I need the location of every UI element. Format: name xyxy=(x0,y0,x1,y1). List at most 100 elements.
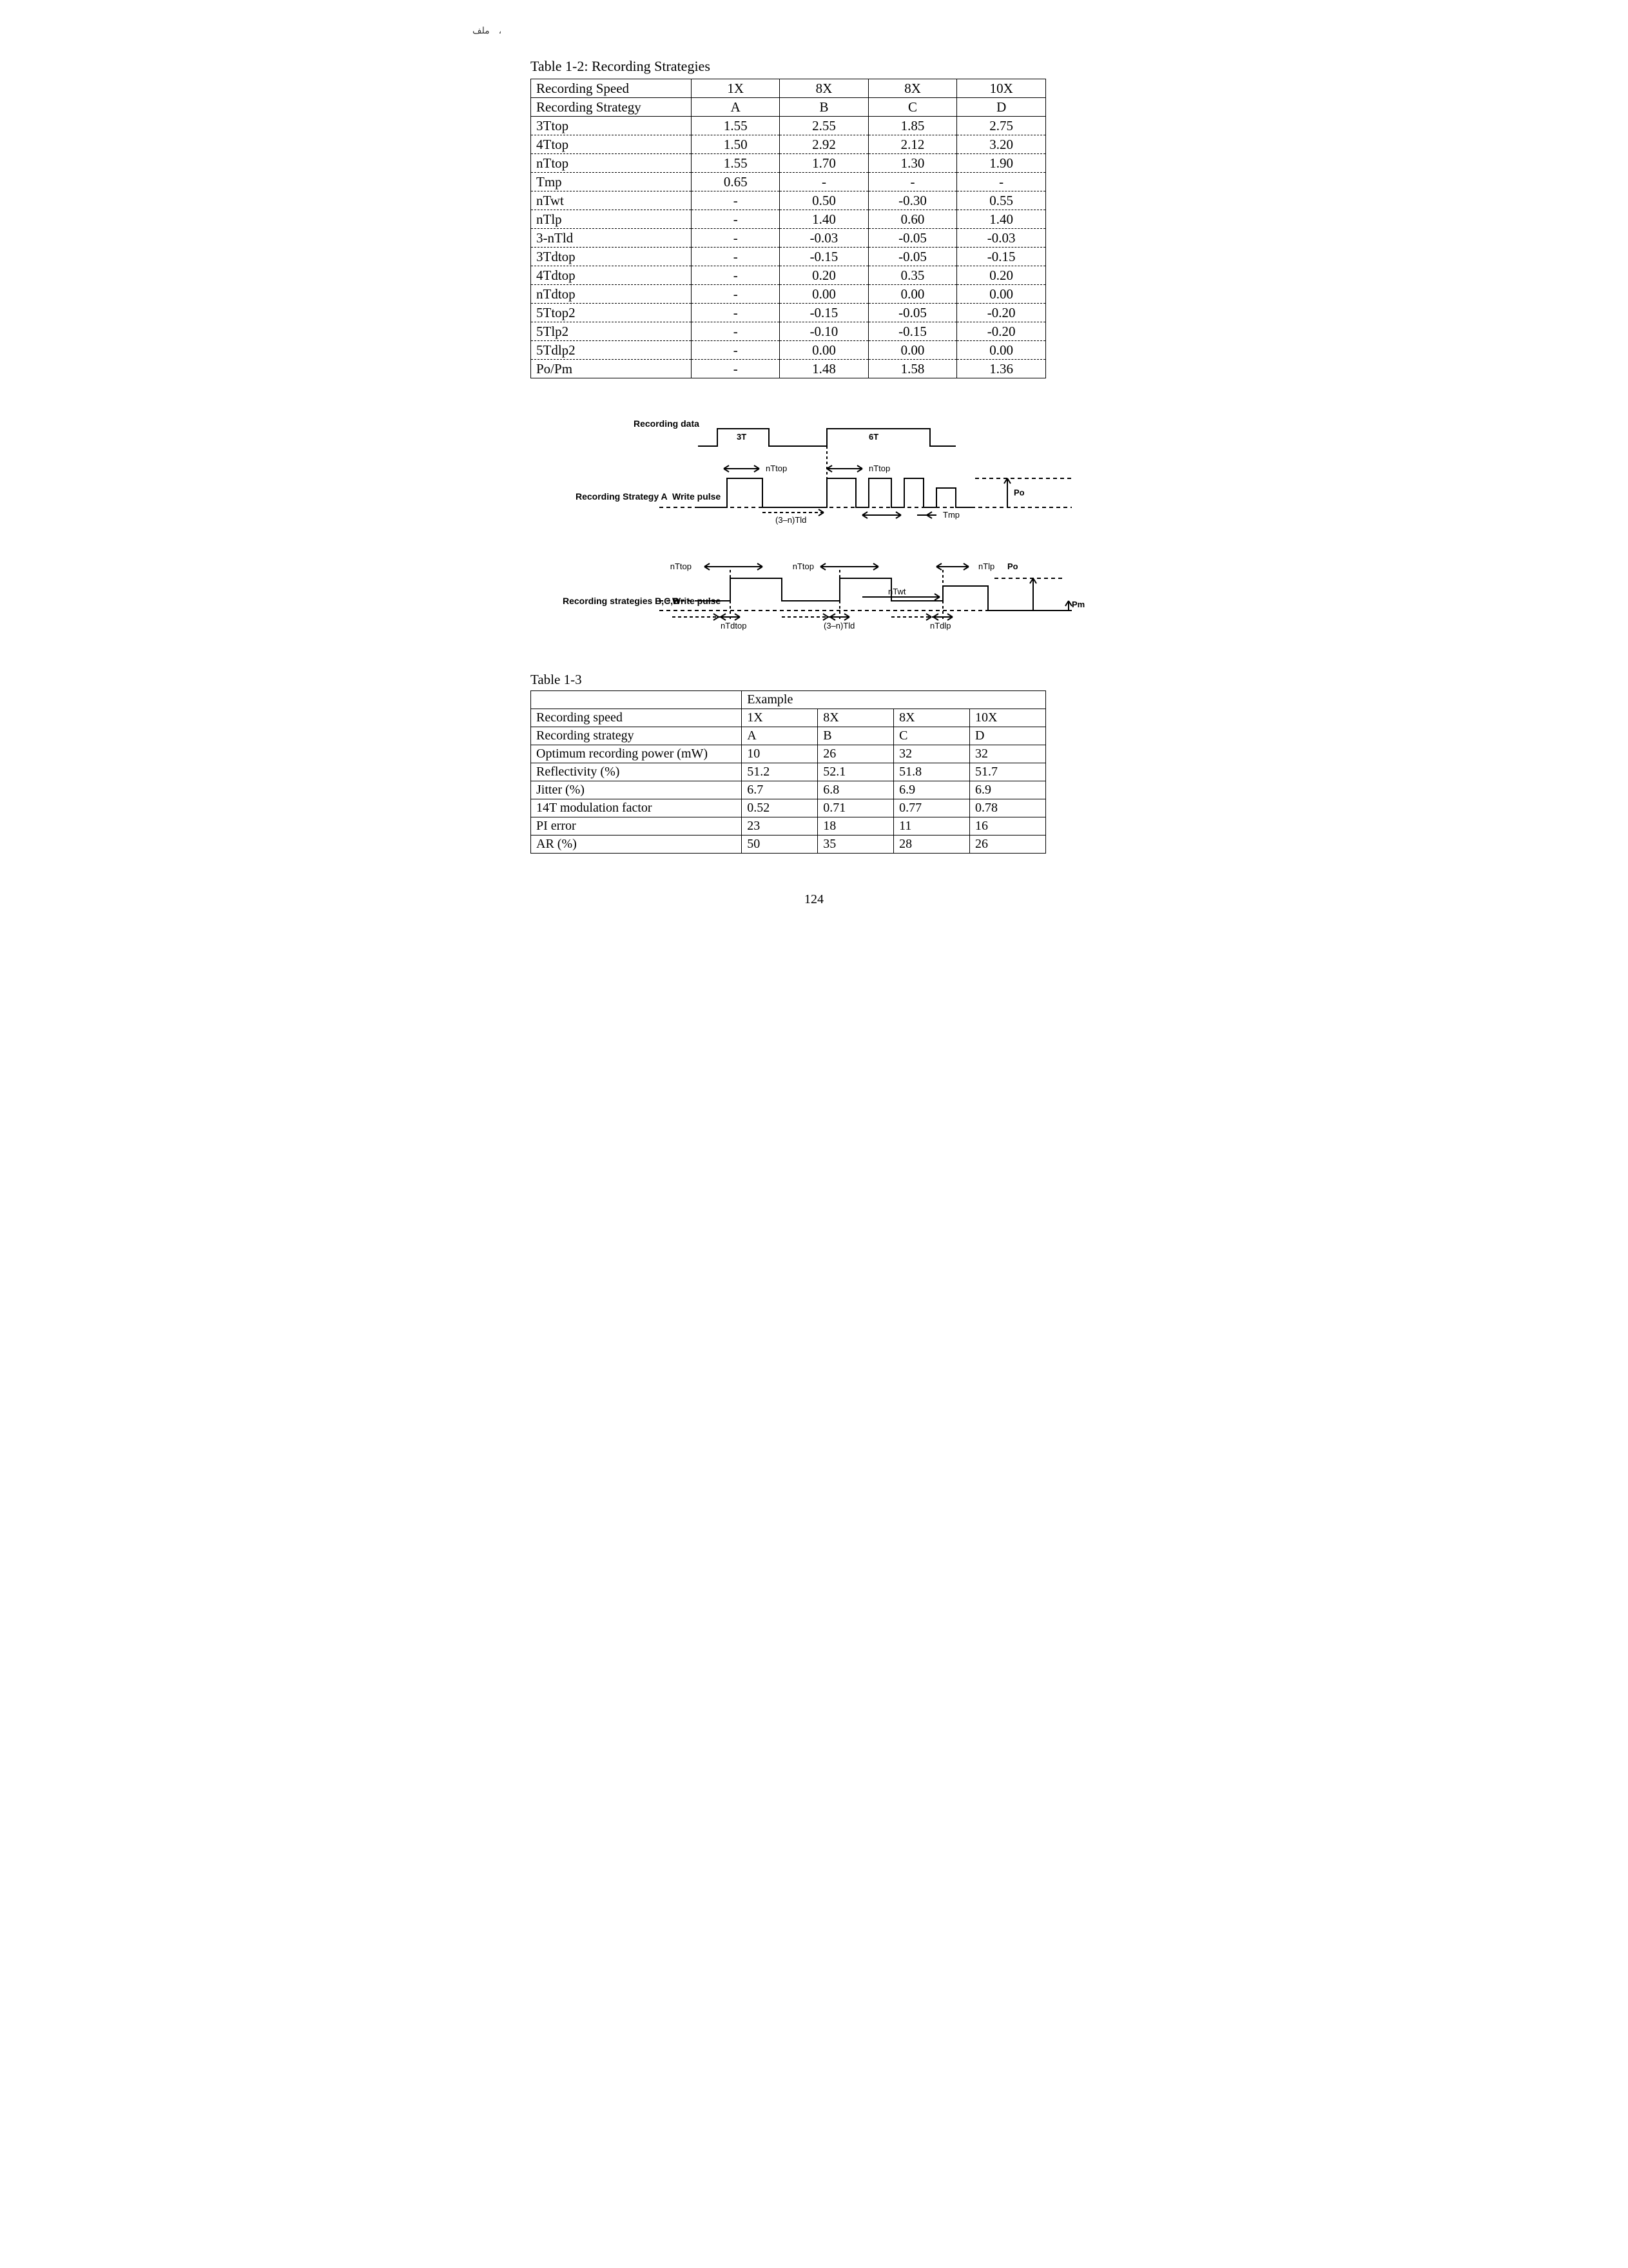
t13-cell: 6.8 xyxy=(818,781,894,799)
t12-cell: 1.58 xyxy=(868,360,957,378)
t12-cell: 0.00 xyxy=(780,341,869,360)
t12-cell: -0.05 xyxy=(868,304,957,322)
t13-row-label: Jitter (%) xyxy=(531,781,742,799)
t12-row-label: 4Tdtop xyxy=(531,266,692,285)
t12-cell: 1.50 xyxy=(692,135,780,154)
t12-cell: -0.15 xyxy=(780,304,869,322)
svg-text:nTdtop: nTdtop xyxy=(721,621,746,631)
t13-row-label: PI error xyxy=(531,817,742,836)
t13-speed-label: Recording speed xyxy=(531,709,742,727)
t12-row-label: Tmp xyxy=(531,173,692,191)
t12-cell: -0.15 xyxy=(868,322,957,341)
t13-cell: 16 xyxy=(970,817,1046,836)
t12-cell: 1.70 xyxy=(780,154,869,173)
svg-text:Write pulse: Write pulse xyxy=(672,491,721,502)
svg-text:Po: Po xyxy=(1007,562,1018,571)
t12-cell: -0.20 xyxy=(957,322,1046,341)
t13-cell: 52.1 xyxy=(818,763,894,781)
page-number: 124 xyxy=(505,892,1123,907)
t12-row-label: nTdtop xyxy=(531,285,692,304)
t12-cell: 0.50 xyxy=(780,191,869,210)
t13-cell: 11 xyxy=(894,817,970,836)
t12-cell: -0.20 xyxy=(957,304,1046,322)
t12-row-label: nTtop xyxy=(531,154,692,173)
svg-text:nTtop: nTtop xyxy=(793,562,814,571)
t12-cell: -0.05 xyxy=(868,248,957,266)
t13-cell: 0.77 xyxy=(894,799,970,817)
t12-hdr-strategy-label: Recording Strategy xyxy=(531,98,692,117)
t12-cell: 2.12 xyxy=(868,135,957,154)
table-1-3: Example Recording speed 1X 8X 8X 10X Rec… xyxy=(530,690,1046,854)
t13-cell: 26 xyxy=(970,836,1046,854)
t12-cell: - xyxy=(692,304,780,322)
t12-hdr-speed-1: 8X xyxy=(780,79,869,98)
svg-text:nTtop: nTtop xyxy=(869,464,890,473)
t12-cell: 0.55 xyxy=(957,191,1046,210)
svg-text:Recording data: Recording data xyxy=(634,418,699,429)
t12-cell: - xyxy=(780,173,869,191)
t12-cell: - xyxy=(692,210,780,229)
t12-cell: 1.48 xyxy=(780,360,869,378)
svg-text:nTtop: nTtop xyxy=(766,464,787,473)
t12-row-label: 5Tlp2 xyxy=(531,322,692,341)
t13-strat-3: D xyxy=(970,727,1046,745)
t12-cell: 1.30 xyxy=(868,154,957,173)
t12-cell: 0.00 xyxy=(957,341,1046,360)
t13-cell: 28 xyxy=(894,836,970,854)
t13-cell: 18 xyxy=(818,817,894,836)
t13-row-label: 14T modulation factor xyxy=(531,799,742,817)
t13-cell: 6.9 xyxy=(970,781,1046,799)
t12-cell: 2.75 xyxy=(957,117,1046,135)
t12-cell: 0.00 xyxy=(780,285,869,304)
t13-cell: 0.52 xyxy=(742,799,818,817)
t13-cell: 51.7 xyxy=(970,763,1046,781)
t12-cell: -0.05 xyxy=(868,229,957,248)
t13-strat-2: C xyxy=(894,727,970,745)
t13-cell: 32 xyxy=(970,745,1046,763)
t12-cell: - xyxy=(692,229,780,248)
t12-cell: - xyxy=(957,173,1046,191)
table13-caption: Table 1-3 xyxy=(530,672,1123,688)
t13-example-header: Example xyxy=(742,691,1046,709)
t13-cell: 51.2 xyxy=(742,763,818,781)
t13-cell: 0.78 xyxy=(970,799,1046,817)
t12-cell: 1.85 xyxy=(868,117,957,135)
t13-blank-cell xyxy=(531,691,742,709)
t13-cell: 32 xyxy=(894,745,970,763)
t12-cell: 1.40 xyxy=(957,210,1046,229)
t12-cell: - xyxy=(692,322,780,341)
t12-cell: 3.20 xyxy=(957,135,1046,154)
t12-cell: - xyxy=(692,285,780,304)
svg-text:3T: 3T xyxy=(737,432,746,442)
t13-strategy-label: Recording strategy xyxy=(531,727,742,745)
t12-row-label: 5Ttop2 xyxy=(531,304,692,322)
write-strategy-diagram: Recording data3T6TRecording Strategy AWr… xyxy=(505,417,1123,652)
t12-cell: - xyxy=(868,173,957,191)
t12-cell: 0.35 xyxy=(868,266,957,285)
t12-cell: 0.20 xyxy=(780,266,869,285)
svg-text:(3–n)Tld: (3–n)Tld xyxy=(775,515,806,525)
t12-cell: -0.03 xyxy=(780,229,869,248)
t12-cell: - xyxy=(692,360,780,378)
t13-speed-2: 8X xyxy=(894,709,970,727)
t12-hdr-speed-2: 8X xyxy=(868,79,957,98)
t12-row-label: Po/Pm xyxy=(531,360,692,378)
t13-cell: 51.8 xyxy=(894,763,970,781)
t13-strat-1: B xyxy=(818,727,894,745)
t12-cell: 0.20 xyxy=(957,266,1046,285)
t12-row-label: 4Ttop xyxy=(531,135,692,154)
t12-hdr-speed-3: 10X xyxy=(957,79,1046,98)
t12-cell: -0.10 xyxy=(780,322,869,341)
svg-text:Recording Strategy A: Recording Strategy A xyxy=(576,491,668,502)
svg-text:Pm: Pm xyxy=(1072,600,1085,609)
t13-row-label: Reflectivity (%) xyxy=(531,763,742,781)
t13-cell: 50 xyxy=(742,836,818,854)
t12-cell: - xyxy=(692,341,780,360)
t12-cell: 0.65 xyxy=(692,173,780,191)
t12-hdr-strat-2: C xyxy=(868,98,957,117)
t12-row-label: nTwt xyxy=(531,191,692,210)
t12-cell: 0.00 xyxy=(868,341,957,360)
t12-row-label: 3Tdtop xyxy=(531,248,692,266)
t12-cell: 1.55 xyxy=(692,117,780,135)
table12-caption: Table 1-2: Recording Strategies xyxy=(530,58,1123,75)
